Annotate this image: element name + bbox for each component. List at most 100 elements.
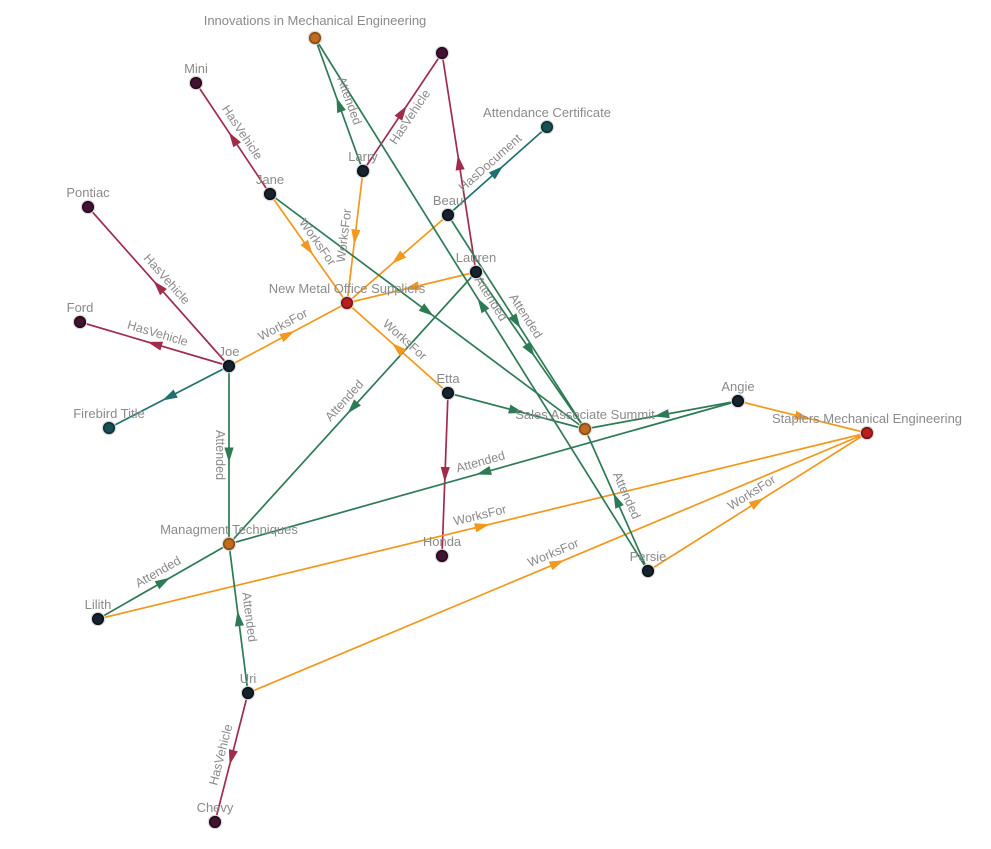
edge-arrow-icon — [476, 466, 492, 475]
node-Lauren[interactable] — [469, 265, 483, 279]
node-halo — [101, 420, 117, 436]
node-Etta[interactable] — [441, 386, 455, 400]
layer-arrows — [147, 97, 810, 765]
edge-arrow-icon — [522, 341, 535, 357]
edge-arrow-icon — [508, 313, 521, 329]
node-label-Persie: Persie — [630, 549, 667, 564]
node-AttCert[interactable] — [540, 120, 554, 134]
node-Beau[interactable] — [441, 208, 455, 222]
edge-arrow-icon — [654, 409, 670, 419]
node-label-MT: Managment Techniques — [160, 522, 298, 537]
edge-arrow-icon — [351, 229, 361, 245]
node-halo — [80, 199, 96, 215]
edge-label-Uri-MT: Attended — [239, 591, 259, 642]
node-Larry[interactable] — [356, 164, 370, 178]
edge-arrow-icon — [147, 341, 163, 351]
node-NMOS[interactable] — [340, 296, 354, 310]
edge-label-Angie-MT: Attended — [455, 448, 507, 475]
node-halo — [440, 207, 456, 223]
layer-edgeLabels: HasVehicleHasVehicleHasVehicleHasVehicle… — [126, 75, 779, 787]
node-label-Firebird: Firebird Title — [73, 406, 145, 421]
node-Lilith[interactable] — [91, 612, 105, 626]
node-Mini[interactable] — [189, 76, 203, 90]
layer-nodeLabels: Innovations in Mechanical Engineering Min… — [66, 13, 962, 815]
node-label-Beau: Beau — [433, 193, 463, 208]
edge-arrow-icon — [548, 560, 565, 571]
node-halo — [339, 295, 355, 311]
node-halo — [307, 30, 323, 46]
edge-arrow-icon — [162, 389, 178, 401]
node-SME[interactable] — [860, 426, 874, 440]
edge-arrow-icon — [279, 330, 295, 343]
edge-arrow-icon — [154, 577, 171, 590]
node-label-Jane: Jane — [256, 172, 284, 187]
edge-arrow-icon — [228, 132, 241, 148]
edge-arrow-icon — [488, 166, 504, 180]
node-label-Lilith: Lilith — [85, 597, 112, 612]
layer-nodes — [72, 30, 875, 830]
node-halo — [221, 536, 237, 552]
node-label-Pontiac: Pontiac — [66, 185, 110, 200]
edge-label-Joe-Pontiac: HasVehicle — [141, 251, 193, 307]
edge-arrow-icon — [391, 343, 407, 357]
edge-arrow-icon — [794, 410, 810, 420]
node-halo — [221, 358, 237, 374]
node-halo — [72, 314, 88, 330]
node-SAS[interactable] — [578, 422, 592, 436]
node-label-Mini: Mini — [184, 61, 208, 76]
node-label-Honda: Honda — [423, 534, 462, 549]
edge-arrow-icon — [477, 298, 490, 314]
edge-label-Joe-MT: Attended — [213, 430, 227, 480]
edge-arrow-icon — [508, 404, 524, 414]
edge-label-Larry-NMOS: WorksFor — [334, 208, 354, 263]
node-Ford[interactable] — [73, 315, 87, 329]
node-Pontiac[interactable] — [81, 200, 95, 214]
edge-arrow-icon — [228, 749, 238, 765]
node-label-Joe: Joe — [219, 344, 240, 359]
edge-arrow-icon — [474, 523, 490, 533]
edge-arrow-icon — [347, 399, 361, 414]
edge-arrow-icon — [418, 303, 434, 316]
edge-arrow-icon — [234, 611, 245, 627]
edge-arrow-icon — [391, 250, 407, 264]
node-Persie[interactable] — [641, 564, 655, 578]
edge-label-Persie-SME: WorksFor — [725, 472, 778, 513]
node-label-Uri: Uri — [240, 671, 257, 686]
node-halo — [730, 393, 746, 409]
edge-arrow-icon — [336, 97, 346, 114]
node-halo — [90, 611, 106, 627]
node-label-Ford: Ford — [67, 300, 94, 315]
node-label-SME: Staplers Mechanical Engineering — [772, 411, 962, 426]
node-halo — [859, 425, 875, 441]
node-Jane[interactable] — [263, 187, 277, 201]
node-IME[interactable] — [308, 31, 322, 45]
node-Honda[interactable] — [435, 549, 449, 563]
edge-arrow-icon — [394, 105, 407, 121]
node-label-Lauren: Lauren — [456, 250, 496, 265]
node-MT[interactable] — [222, 537, 236, 551]
node-label-SAS: Sales Associate Summit — [515, 407, 655, 422]
node-label-Angie: Angie — [721, 379, 754, 394]
node-label-NMOS: New Metal Office Suppliers — [269, 281, 426, 296]
edge-arrow-icon — [153, 280, 167, 296]
node-halo — [188, 75, 204, 91]
node-halo — [640, 563, 656, 579]
edge-arrow-icon — [404, 281, 420, 291]
node-label-Etta: Etta — [436, 371, 460, 386]
node-Vehicle1[interactable] — [435, 46, 449, 60]
node-label-Larry: Larry — [348, 149, 378, 164]
node-halo — [440, 385, 456, 401]
node-Uri[interactable] — [241, 686, 255, 700]
edge-arrow-icon — [224, 447, 234, 463]
node-Joe[interactable] — [222, 359, 236, 373]
edge-arrow-icon — [748, 498, 764, 510]
node-halo — [539, 119, 555, 135]
node-Angie[interactable] — [731, 394, 745, 408]
node-label-AttCert: Attendance Certificate — [483, 105, 611, 120]
node-halo — [434, 45, 450, 61]
node-halo — [468, 264, 484, 280]
node-Chevy[interactable] — [208, 815, 222, 829]
node-Firebird[interactable] — [102, 421, 116, 435]
